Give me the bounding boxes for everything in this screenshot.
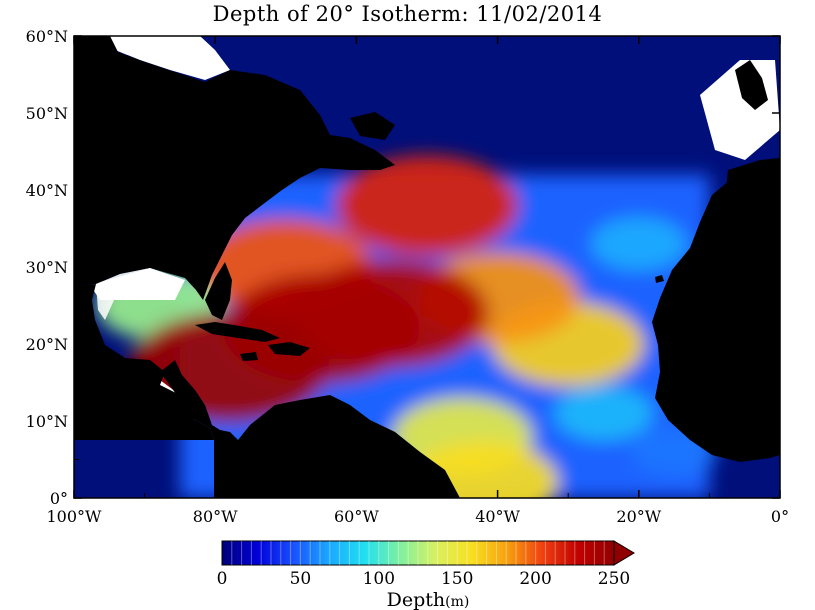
colorbar-tick-label: 200 (519, 569, 551, 589)
colorbar: 0 50 100 150 200 250 Depth(m) (217, 540, 635, 610)
colorbar-tick-label: 100 (363, 569, 395, 589)
latitude-tick-label: 50°N (26, 104, 68, 123)
latitude-tick-label: 0° (50, 489, 68, 508)
latitude-tick-label: 20°N (26, 335, 68, 354)
latitude-tick-label: 30°N (26, 258, 68, 277)
longitude-tick-label: 80°W (193, 507, 238, 526)
land-jamaica (240, 352, 258, 361)
latitude-tick-label: 60°N (26, 27, 68, 46)
map-title: Depth of 20° Isotherm: 11/02/2014 (212, 2, 603, 26)
colorbar-tick-label: 50 (290, 569, 312, 589)
colorbar-segments (231, 541, 605, 565)
colorbar-title-unit: (m) (445, 594, 469, 610)
land-mexico (74, 284, 214, 440)
colorbar-tick-label: 250 (598, 569, 630, 589)
longitude-tick-label: 20°W (616, 507, 661, 526)
longitude-tick-label: 0° (771, 507, 789, 526)
longitude-axis: 100°W 80°W 60°W 40°W 20°W 0° (47, 36, 789, 526)
depth-field-hotspot (591, 217, 687, 271)
land-north-america (74, 36, 395, 300)
land-south-america (214, 395, 460, 498)
land-british-isles (735, 60, 768, 110)
land-hispaniola (268, 342, 310, 356)
latitude-tick-label: 40°N (26, 181, 68, 200)
colorbar-title-main: Depth (387, 589, 446, 610)
land-gulf-florida (205, 262, 232, 320)
longitude-tick-label: 40°W (475, 507, 520, 526)
colorbar-title: Depth(m) (387, 589, 470, 610)
colorbar-tick-label: 150 (441, 569, 473, 589)
colorbar-extend-arrow (613, 540, 635, 566)
land-newfoundland (350, 112, 395, 140)
longitude-tick-label: 60°W (334, 507, 379, 526)
map-plot-area (74, 36, 780, 498)
land-cuba (195, 322, 280, 342)
colorbar-tick-label: 0 (217, 569, 228, 589)
depth-field-hotspot (336, 154, 518, 256)
latitude-tick-label: 10°N (26, 412, 68, 431)
latitude-axis: 0° 10°N 20°N 30°N 40°N 50°N 60°N (26, 27, 780, 508)
land-masses (74, 36, 780, 498)
longitude-tick-label: 100°W (47, 507, 103, 526)
land-iberia (726, 158, 780, 218)
no-data-gulf-interior (96, 268, 172, 320)
colorbar-gradient (221, 540, 615, 566)
land-central-america (160, 360, 238, 440)
land-canaries (655, 275, 664, 283)
depth-field-hotspot (554, 385, 653, 441)
colorbar-ticks: 0 50 100 150 200 250 (217, 569, 631, 589)
no-data-greenland-fringe (110, 36, 230, 80)
land-africa (652, 160, 780, 462)
